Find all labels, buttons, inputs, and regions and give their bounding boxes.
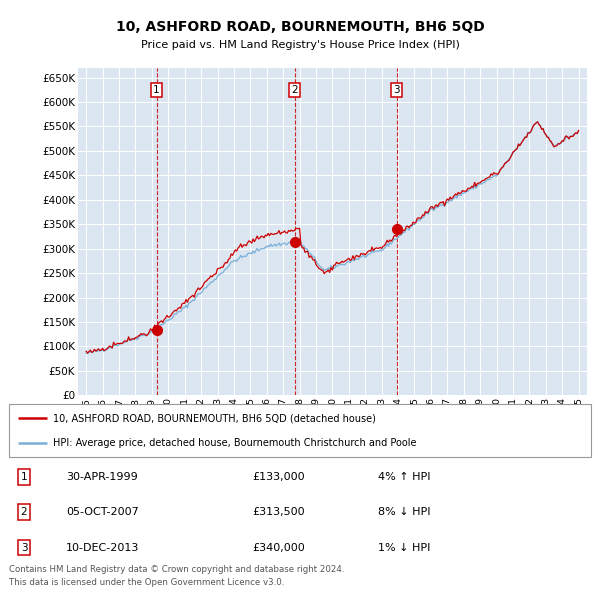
Text: 10, ASHFORD ROAD, BOURNEMOUTH, BH6 5QD (detached house): 10, ASHFORD ROAD, BOURNEMOUTH, BH6 5QD (… bbox=[53, 414, 376, 424]
Text: 10-DEC-2013: 10-DEC-2013 bbox=[66, 543, 139, 552]
Text: Contains HM Land Registry data © Crown copyright and database right 2024.
This d: Contains HM Land Registry data © Crown c… bbox=[9, 565, 344, 586]
Text: 30-APR-1999: 30-APR-1999 bbox=[66, 472, 138, 481]
Text: 05-OCT-2007: 05-OCT-2007 bbox=[66, 507, 139, 517]
Text: 3: 3 bbox=[20, 543, 28, 552]
Text: 10, ASHFORD ROAD, BOURNEMOUTH, BH6 5QD: 10, ASHFORD ROAD, BOURNEMOUTH, BH6 5QD bbox=[116, 19, 484, 34]
Text: £133,000: £133,000 bbox=[252, 472, 305, 481]
Text: 1: 1 bbox=[153, 85, 160, 95]
Text: £340,000: £340,000 bbox=[252, 543, 305, 552]
FancyBboxPatch shape bbox=[9, 404, 591, 457]
Text: 1% ↓ HPI: 1% ↓ HPI bbox=[378, 543, 430, 552]
Text: 3: 3 bbox=[393, 85, 400, 95]
Text: 2: 2 bbox=[292, 85, 298, 95]
Text: 4% ↑ HPI: 4% ↑ HPI bbox=[378, 472, 431, 481]
Text: 2: 2 bbox=[20, 507, 28, 517]
Text: 1: 1 bbox=[20, 472, 28, 481]
Text: HPI: Average price, detached house, Bournemouth Christchurch and Poole: HPI: Average price, detached house, Bour… bbox=[53, 438, 416, 448]
Text: Price paid vs. HM Land Registry's House Price Index (HPI): Price paid vs. HM Land Registry's House … bbox=[140, 41, 460, 50]
Text: £313,500: £313,500 bbox=[252, 507, 305, 517]
Text: 8% ↓ HPI: 8% ↓ HPI bbox=[378, 507, 431, 517]
